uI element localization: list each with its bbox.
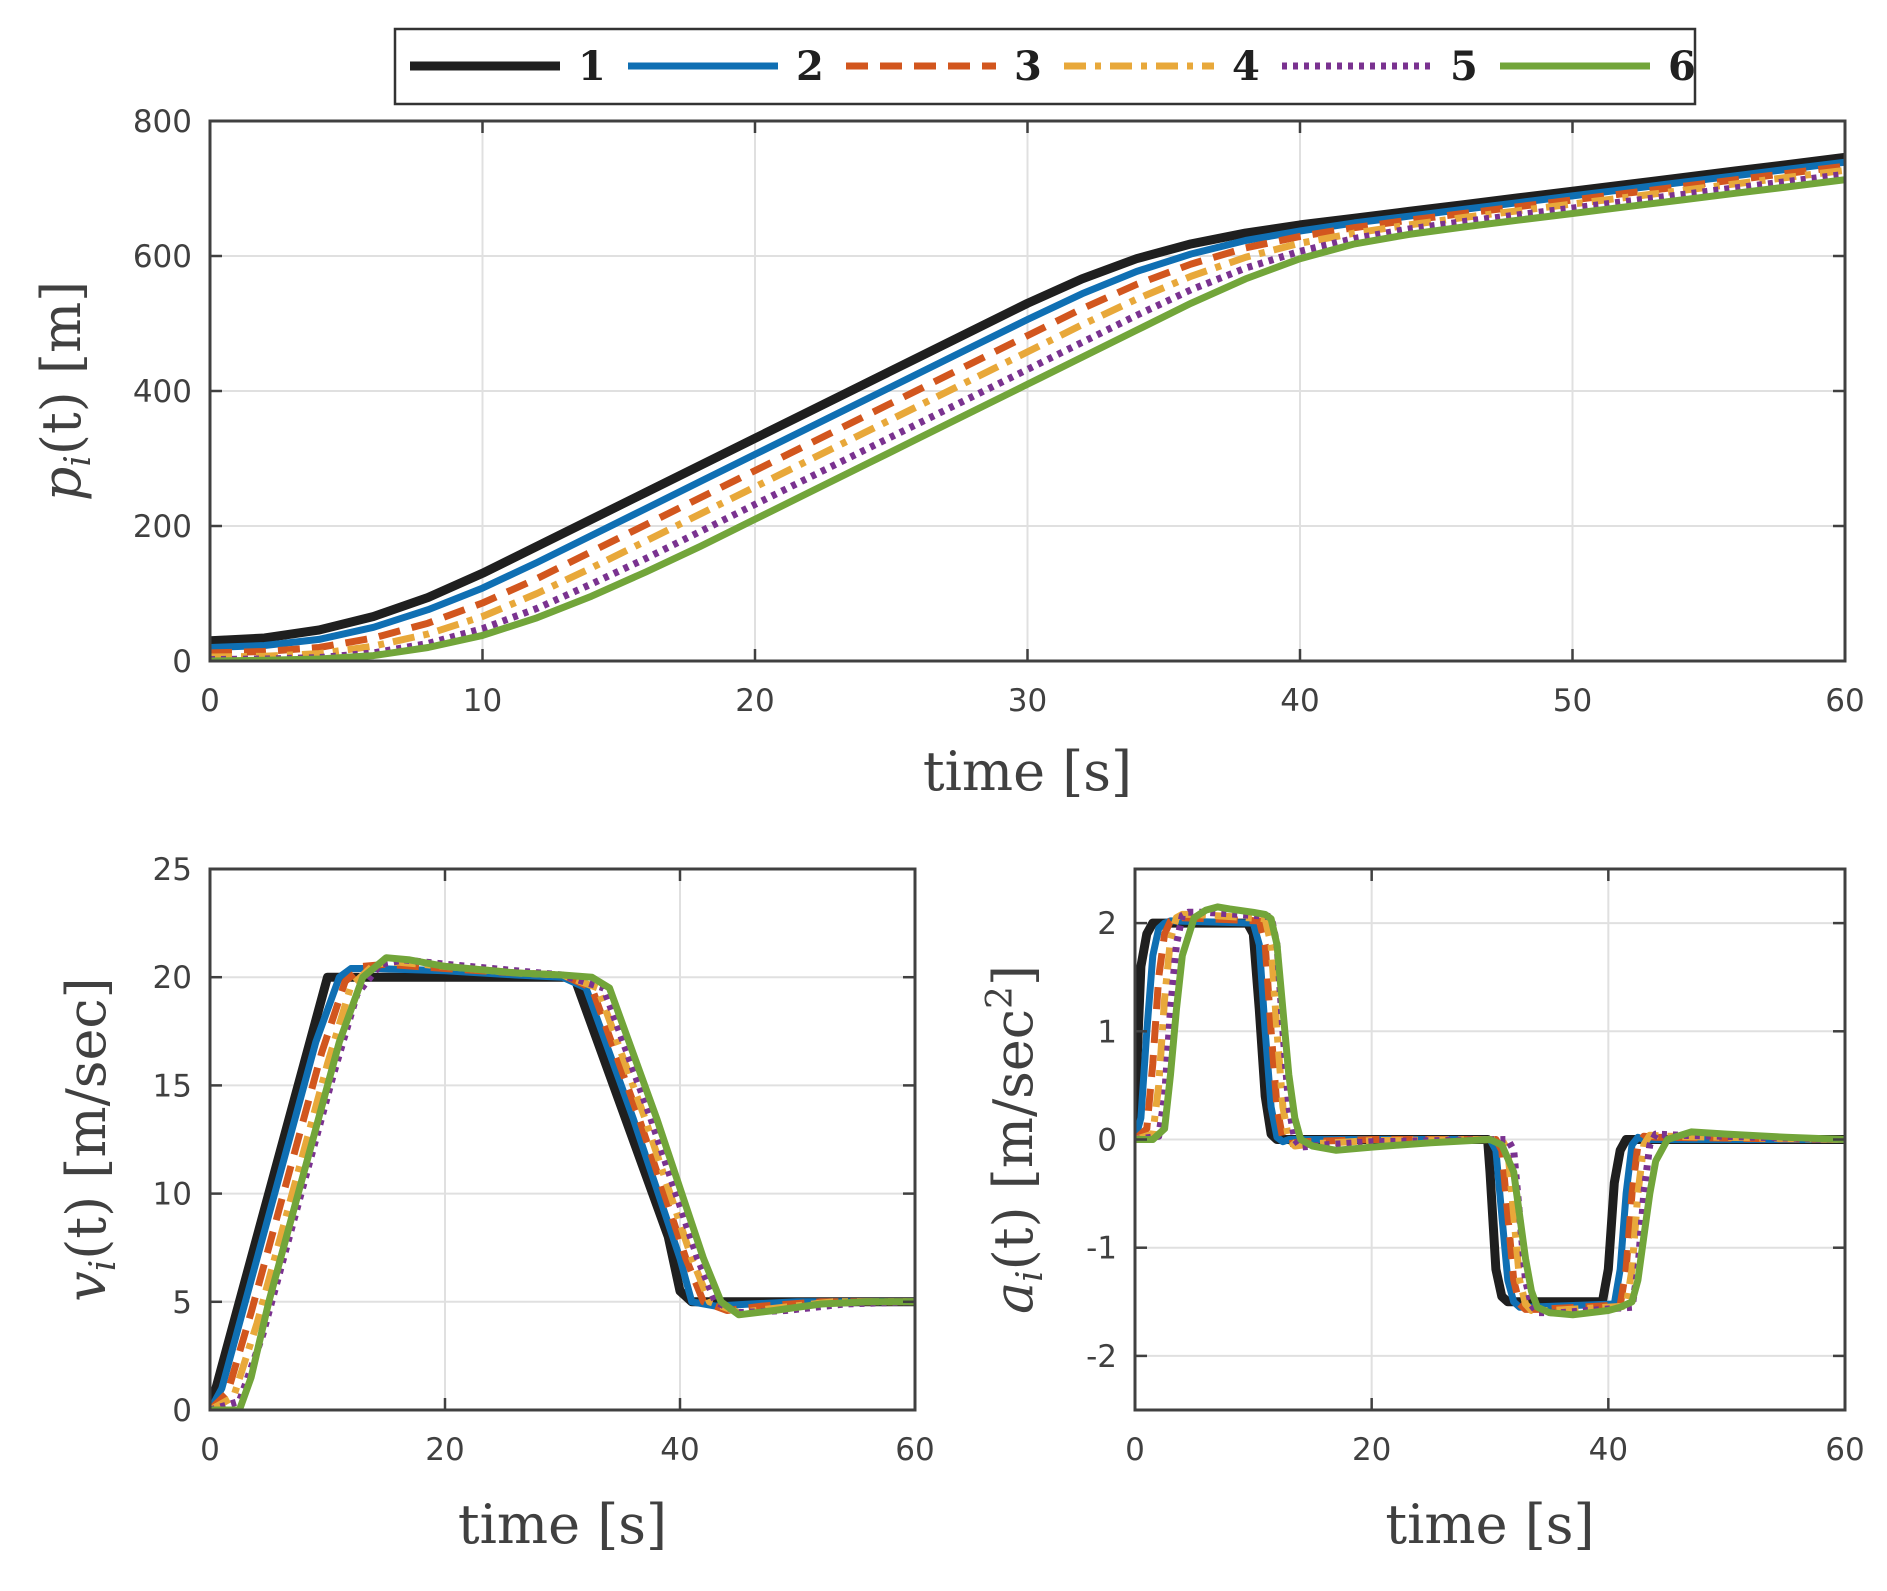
x-tick-label: 60 [1825, 1432, 1864, 1468]
y-tick-label: -2 [1086, 1339, 1117, 1375]
acceleration-series-2 [1135, 917, 1845, 1311]
legend-label-2: 2 [796, 43, 824, 90]
y-axis-label-tail: (t) [m/sec] [55, 977, 118, 1259]
x-axis-label: time [s] [923, 740, 1132, 803]
x-tick-label: 30 [1008, 683, 1047, 719]
y-tick-label: 0 [172, 1393, 192, 1429]
x-tick-label: 40 [660, 1432, 699, 1468]
y-tick-label: 20 [153, 960, 192, 996]
y-tick-label: 200 [133, 509, 192, 545]
position-series-2 [210, 158, 1845, 651]
x-tick-label: 40 [1589, 1432, 1628, 1468]
y-tick-label: 0 [172, 644, 192, 680]
y-axis-label-tail: (t) [m/sec [982, 1009, 1045, 1270]
y-axis-label-close: ] [982, 965, 1045, 986]
y-axis-label-sub: i [1010, 1270, 1051, 1282]
position-series-4 [210, 166, 1845, 661]
position-series-3 [210, 162, 1845, 657]
x-tick-label: 0 [200, 683, 220, 719]
x-tick-label: 20 [425, 1432, 464, 1468]
y-tick-label: 600 [133, 239, 192, 275]
acceleration-series-4 [1135, 910, 1845, 1314]
y-tick-label: 800 [133, 104, 192, 140]
legend-label-1: 1 [578, 43, 606, 90]
legend-label-6: 6 [1668, 43, 1696, 90]
y-tick-label: 10 [153, 1177, 192, 1213]
y-axis-label: vi(t) [m/sec] [55, 977, 124, 1301]
velocity-series-6 [210, 954, 915, 1410]
y-axis-label-main: v [55, 1271, 118, 1302]
legend-entries: 1 2 3 4 5 6 [410, 43, 1696, 90]
y-tick-label: 5 [172, 1285, 192, 1321]
y-tick-label: 15 [153, 1068, 192, 1104]
y-tick-label: 2 [1097, 906, 1117, 942]
acceleration-series-3 [1135, 914, 1845, 1313]
acceleration-series-6 [1135, 903, 1845, 1319]
position-series-6 [210, 176, 1845, 661]
acceleration-series-5 [1135, 908, 1845, 1317]
position-series-5 [210, 170, 1845, 661]
legend-label-5: 5 [1450, 43, 1478, 90]
x-tick-label: 20 [1352, 1432, 1391, 1468]
x-tick-label: 20 [735, 683, 774, 719]
velocity-series-2 [210, 965, 915, 1410]
y-tick-label: 25 [153, 852, 192, 888]
series-group [210, 152, 1845, 661]
legend: 1 2 3 4 5 6 [393, 27, 1697, 106]
y-axis-label-tail: (t) [m] [30, 281, 93, 455]
y-axis-label-sup: 2 [980, 986, 1021, 1009]
y-tick-label: -1 [1086, 1231, 1117, 1267]
y-axis-label-main: p [30, 467, 93, 502]
velocity-plot: 0 20 40 60 0 5 10 15 20 25 time [s] vi(t) [m/sec] [55, 852, 935, 1556]
y-tick-label: 1 [1097, 1014, 1117, 1050]
y-axis-label-sub: i [58, 455, 99, 467]
x-tick-label: 0 [200, 1432, 220, 1468]
axes-frame [208, 867, 917, 1412]
y-axis-label: pi(t) [m] [30, 281, 99, 501]
legend-label-3: 3 [1014, 43, 1042, 90]
y-axis-label-main: a [982, 1282, 1045, 1314]
y-tick-label: 0 [1097, 1123, 1117, 1159]
y-axis-label-sub: i [83, 1260, 124, 1272]
y-axis-label: ai(t) [m/sec2] [980, 965, 1051, 1314]
x-tick-label: 10 [463, 683, 502, 719]
x-axis-label: time [s] [458, 1493, 667, 1556]
legend-frame [393, 27, 1697, 106]
position-series-1 [210, 152, 1845, 646]
x-tick-label: 0 [1125, 1432, 1145, 1468]
x-tick-label: 60 [1825, 683, 1864, 719]
legend-label-4: 4 [1232, 43, 1260, 90]
x-axis-label: time [s] [1385, 1493, 1594, 1556]
series-group [210, 954, 915, 1410]
acceleration-series-1 [1135, 918, 1845, 1307]
x-tick-label: 50 [1553, 683, 1592, 719]
y-tick-label: 400 [133, 374, 192, 410]
x-tick-label: 60 [895, 1432, 934, 1468]
x-tick-label: 40 [1280, 683, 1319, 719]
series-group [1135, 903, 1845, 1319]
